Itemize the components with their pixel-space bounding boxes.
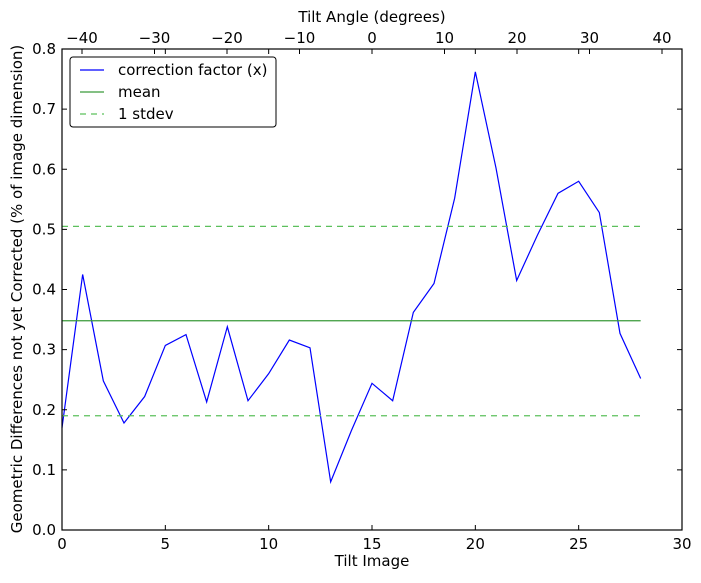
x-tick-label: 25	[569, 535, 588, 553]
y-tick-label: 0.0	[32, 521, 56, 539]
y-tick-label: 0.8	[32, 40, 56, 58]
top-x-tick-label: 30	[580, 29, 599, 47]
top-x-tick-label: −40	[66, 29, 98, 47]
x-tick-label: 10	[259, 535, 278, 553]
y-tick-label: 0.3	[32, 341, 56, 359]
top-x-tick-label: −20	[211, 29, 243, 47]
top-x-tick-label: −30	[139, 29, 171, 47]
top-x-tick-label: 40	[652, 29, 671, 47]
legend: correction factor (x) mean 1 stdev	[69, 56, 277, 128]
x-tick-label: 30	[672, 535, 691, 553]
x-tick-label: 5	[161, 535, 171, 553]
top-x-tick-label: 0	[367, 29, 377, 47]
legend-label-correction: correction factor (x)	[118, 61, 267, 79]
x-tick-label: 0	[57, 535, 67, 553]
top-x-tick-label: 10	[435, 29, 454, 47]
x-axis-label: Tilt Image	[334, 552, 410, 570]
series-line-0	[61, 71, 642, 485]
top-x-axis-label: Tilt Angle (degrees)	[297, 8, 445, 26]
y-axis-label: Geometric Differences not yet Corrected …	[8, 45, 26, 534]
legend-label-stdev: 1 stdev	[118, 105, 174, 123]
y-tick-label: 0.5	[32, 220, 56, 238]
top-x-tick-label: −10	[284, 29, 316, 47]
x-tick-label: 20	[466, 535, 485, 553]
y-tick-label: 0.1	[32, 461, 56, 479]
y-tick-label: 0.7	[32, 100, 56, 118]
y-tick-label: 0.6	[32, 160, 56, 178]
legend-label-mean: mean	[118, 83, 161, 101]
top-x-tick-label: 20	[507, 29, 526, 47]
x-tick-label: 15	[362, 535, 381, 553]
y-tick-label: 0.4	[32, 281, 56, 299]
y-tick-label: 0.2	[32, 401, 56, 419]
